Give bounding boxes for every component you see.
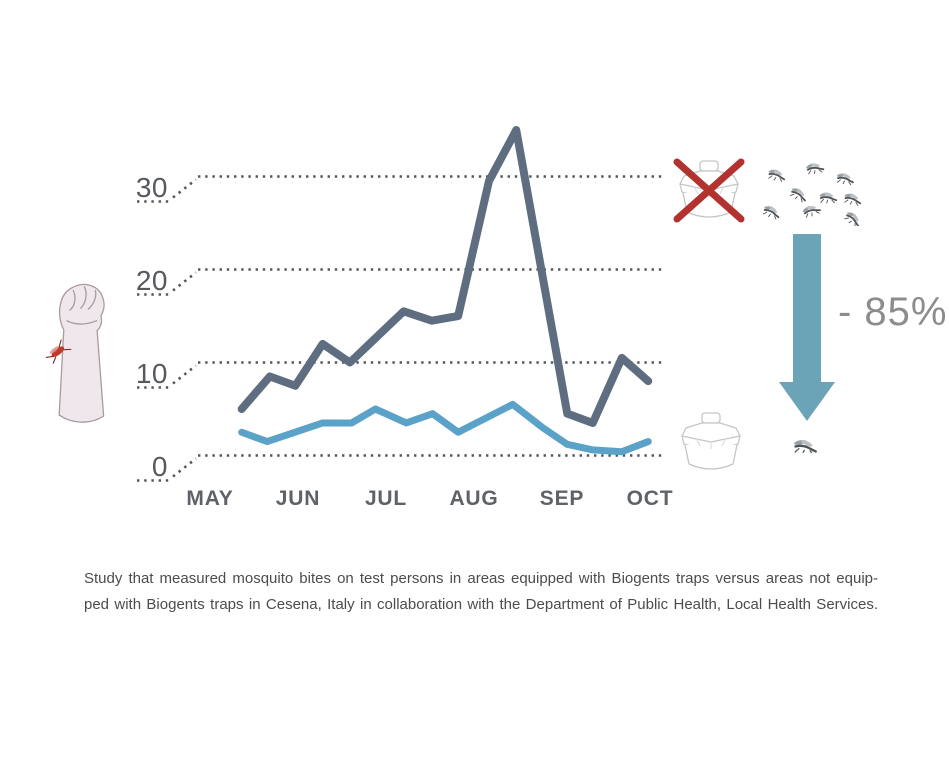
y-tick-label-20: 20 [135,264,168,296]
y-tick-label-0: 0 [151,450,168,482]
mosquito-swarm-icon [760,160,865,226]
caption-line-1: Study that measured mosquito bites on te… [84,570,878,587]
y-tick-label-10: 10 [135,357,168,389]
grid-diagonal-30 [172,178,197,199]
hand-bitten-by-mosquito-icon [45,283,105,423]
caption-line-2: ped with Biogents traps in Cesena, Italy… [84,596,878,613]
series-line-mosquito-bites-in-area-without-biogents-traps [237,126,653,427]
series-line-mosquito-bites-in-area-with-biogents-traps [238,400,652,456]
y-tick-label-30: 30 [135,171,168,203]
x-tick-label-jun: JUN [275,487,321,510]
grid-diagonal-0 [172,457,197,478]
x-tick-label-aug: AUG [449,487,499,510]
grid-diagonal-20 [172,271,197,292]
reduction-percentage-label: - 85% [838,290,948,334]
decrease-arrow-icon [779,234,835,421]
x-tick-label-may: MAY [186,487,234,510]
red-cross-icon [673,158,745,223]
x-tick-label-sep: SEP [539,487,585,510]
red-mosquito-icon [45,339,72,364]
single-mosquito-icon [794,437,818,453]
x-tick-label-jul: JUL [364,487,408,510]
x-tick-label-oct: OCT [626,487,674,510]
biogents-trap-crossed-out-icon [673,158,745,223]
study-caption: Study that measured mosquito bites on te… [84,566,878,618]
grid-diagonal-10 [172,364,197,385]
biogents-trap-icon [681,412,741,470]
